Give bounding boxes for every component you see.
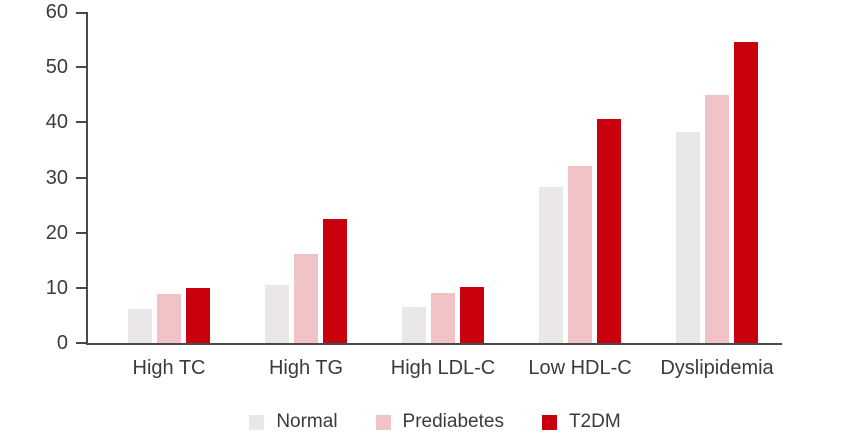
bar-group-high-ldl-c	[402, 286, 484, 343]
bar-prediabetes-high-tc	[157, 293, 181, 343]
bar-prediabetes-dyslipidemia	[705, 95, 729, 343]
x-axis-line	[86, 343, 782, 345]
x-axis-label-high-tc: High TC	[132, 357, 206, 379]
x-axis-label-high-tg: High TG	[268, 357, 344, 379]
y-axis-tick-label-20: 20	[45, 221, 68, 244]
bar-t2dm-high-tc	[186, 287, 210, 343]
y-axis-tick-label-50: 50	[45, 56, 68, 79]
bar-group-high-tg	[265, 219, 347, 343]
legend-label-t2dm: T2DM	[568, 411, 621, 432]
y-axis-tick-0	[76, 342, 86, 344]
legend-swatch-normal	[249, 414, 265, 430]
legend-label-normal: Normal	[276, 411, 338, 432]
bar-t2dm-high-ldl-c	[460, 286, 484, 343]
legend-swatch-t2dm	[541, 414, 557, 430]
bar-t2dm-dyslipidemia	[734, 41, 758, 343]
bar-t2dm-high-tg	[323, 219, 347, 343]
y-axis-tick-60	[76, 12, 86, 14]
x-axis-label-high-ldl-c: High LDL-C	[390, 357, 496, 379]
bar-group-low-hdl-c	[539, 119, 621, 343]
bar-groups-container	[88, 12, 782, 343]
bar-prediabetes-high-ldl-c	[431, 292, 455, 343]
plot-area: 0 10 20 30 40 50 60	[46, 1, 782, 354]
x-axis-label-dyslipidemia: Dyslipidemia	[660, 357, 774, 379]
legend-label-prediabetes: Prediabetes	[402, 411, 504, 432]
bar-normal-high-tc	[128, 309, 152, 343]
bar-t2dm-low-hdl-c	[597, 119, 621, 343]
bar-group-dyslipidemia	[676, 41, 758, 343]
legend-swatch-prediabetes	[375, 414, 391, 430]
y-axis-tick-10	[76, 286, 86, 289]
bar-normal-low-hdl-c	[539, 187, 563, 343]
legend-item-normal: Normal	[249, 409, 338, 435]
x-axis-category-labels: High TC High TG High LDL-C Low HDL-C Dyslipi…	[88, 355, 782, 381]
bar-normal-dyslipidemia	[676, 132, 700, 343]
bar-normal-high-ldl-c	[402, 307, 426, 343]
y-axis-tick-40	[76, 121, 86, 124]
y-axis-tick-label-10: 10	[45, 276, 68, 299]
y-axis-tick-20	[76, 231, 86, 234]
bar-prediabetes-high-tg	[294, 254, 318, 343]
y-axis-line	[86, 12, 88, 345]
legend-item-t2dm: T2DM	[541, 409, 621, 435]
y-axis-tick-label-40: 40	[45, 111, 68, 134]
y-axis-tick-label-0: 0	[56, 332, 68, 354]
bar-group-high-tc	[128, 287, 210, 343]
x-axis-label-low-hdl-c: Low HDL-C	[528, 357, 632, 379]
legend-item-prediabetes: Prediabetes	[375, 409, 504, 435]
bar-normal-high-tg	[265, 285, 289, 343]
y-axis-tick-50	[76, 66, 86, 69]
y-axis-tick-label-30: 30	[45, 166, 68, 189]
legend: Normal Prediabetes T2DM	[88, 409, 782, 435]
bar-prediabetes-low-hdl-c	[568, 166, 592, 343]
y-axis-tick-label-60: 60	[45, 1, 68, 23]
y-axis-tick-30	[76, 176, 86, 179]
